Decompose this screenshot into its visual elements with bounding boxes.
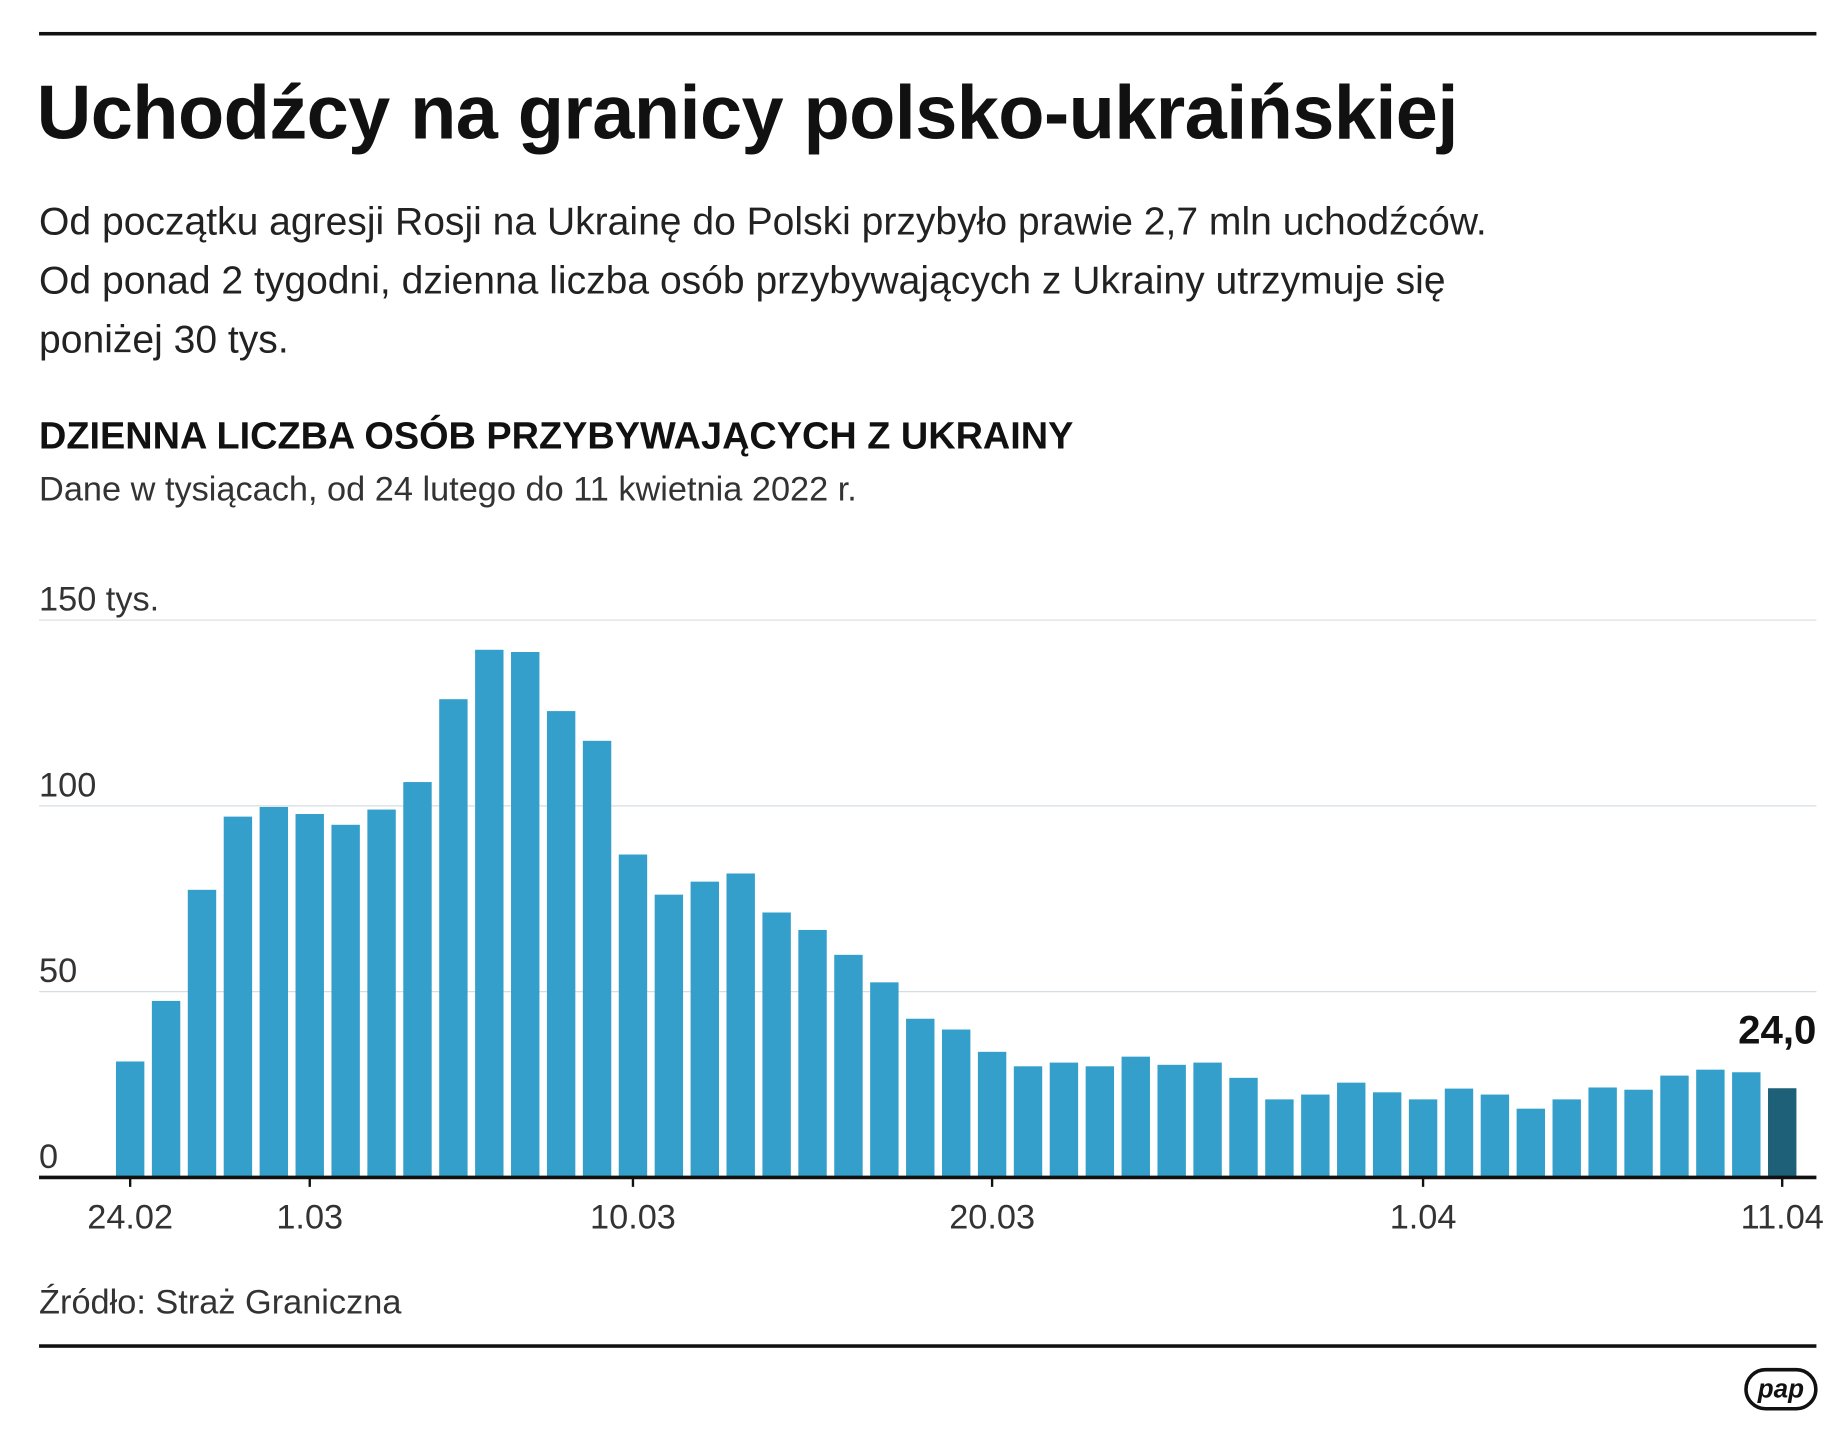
bar (941, 1029, 971, 1178)
bar (1660, 1075, 1689, 1178)
bar (1301, 1094, 1330, 1178)
bar (439, 699, 468, 1178)
x-tick-label: 1.03 (276, 1198, 343, 1236)
bar (1265, 1099, 1294, 1178)
x-tick-label: 24.02 (87, 1198, 173, 1236)
x-tick-label: 20.03 (949, 1198, 1035, 1236)
bar (1732, 1072, 1761, 1178)
bar (546, 711, 576, 1178)
bar (1337, 1082, 1366, 1178)
x-tick-label: 10.03 (590, 1198, 676, 1236)
top-rule (39, 31, 1817, 36)
bar (259, 806, 289, 1178)
bar (906, 1018, 935, 1178)
subtitle-line: poniżej 30 tys. (39, 317, 289, 361)
chart-title: DZIENNA LICZBA OSÓB PRZYBYWAJĄCYCH Z UKR… (39, 414, 1074, 457)
y-tick-label: 0 (39, 1138, 58, 1176)
bar (762, 912, 791, 1178)
bar (1768, 1088, 1797, 1178)
bar (798, 929, 827, 1178)
pap-logo: pap (1744, 1367, 1818, 1411)
bar (1372, 1092, 1402, 1178)
bar (511, 652, 540, 1178)
bar (1552, 1099, 1581, 1178)
bar (1049, 1062, 1079, 1178)
bar (331, 824, 360, 1178)
bar (403, 782, 432, 1178)
bar (1696, 1069, 1725, 1178)
bar (151, 1000, 181, 1178)
subtitle-line: Od ponad 2 tygodni, dzienna liczba osób … (39, 257, 1446, 302)
bar (870, 982, 899, 1178)
bar (582, 740, 612, 1178)
chart-subtitle: Dane w tysiącach, od 24 lutego do 11 kwi… (39, 470, 857, 509)
bar (1193, 1062, 1222, 1178)
bar (475, 649, 504, 1178)
bar (1121, 1056, 1150, 1178)
x-tick-label: 1.04 (1390, 1198, 1457, 1236)
data-label: 24,0 (1738, 1007, 1816, 1052)
subtitle-line: Od początku agresji Rosji na Ukrainę do … (39, 198, 1487, 243)
bottom-rule (39, 1344, 1817, 1348)
bar (1516, 1108, 1546, 1178)
bar (1624, 1089, 1653, 1178)
bar (618, 854, 648, 1178)
bar (654, 894, 684, 1178)
logo-text: pap (1757, 1373, 1805, 1404)
bar (115, 1061, 145, 1178)
bar (1408, 1099, 1438, 1178)
y-tick-label: 50 (39, 952, 77, 990)
bar (1085, 1066, 1115, 1178)
bar (1588, 1087, 1617, 1178)
bar (223, 816, 253, 1178)
bar (834, 954, 863, 1178)
bar (367, 809, 396, 1178)
y-tick-label: 150 tys. (39, 581, 159, 619)
bar (977, 1051, 1007, 1178)
x-tick-label: 11.04 (1741, 1198, 1824, 1236)
bar (690, 881, 719, 1178)
bar (726, 873, 755, 1178)
y-tick-label: 100 (39, 766, 96, 804)
bar-chart: 0 50 100 150 tys. 24.02 1.03 10.03 20.03 1.04 11.… (39, 581, 1824, 1236)
bar (1444, 1088, 1474, 1178)
bar (1480, 1094, 1510, 1178)
page-title: Uchodźcy na granicy polsko-ukraińskiej (36, 69, 1459, 156)
bar (1229, 1077, 1258, 1178)
bar (295, 814, 324, 1178)
bar (187, 889, 217, 1178)
bar (1157, 1064, 1186, 1178)
bar (1013, 1066, 1043, 1178)
source-note: Źródło: Straż Graniczna (39, 1283, 402, 1322)
